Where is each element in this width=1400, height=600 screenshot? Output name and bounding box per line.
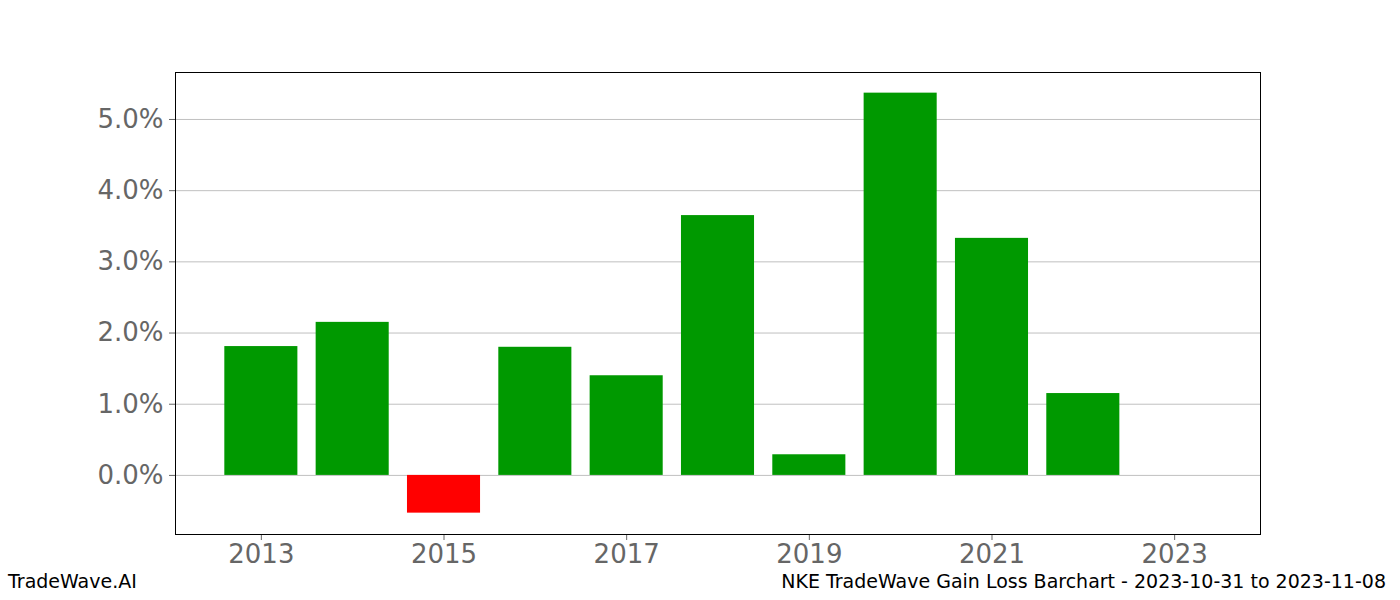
svg-text:0.0%: 0.0% xyxy=(97,460,163,490)
svg-text:2017: 2017 xyxy=(594,539,660,568)
svg-text:2.0%: 2.0% xyxy=(97,317,163,347)
svg-text:1.0%: 1.0% xyxy=(97,389,163,419)
svg-text:4.0%: 4.0% xyxy=(97,175,163,205)
svg-text:2019: 2019 xyxy=(776,539,842,568)
svg-text:2023: 2023 xyxy=(1142,539,1208,568)
svg-text:2021: 2021 xyxy=(959,539,1025,568)
svg-text:3.0%: 3.0% xyxy=(97,246,163,276)
svg-text:5.0%: 5.0% xyxy=(97,104,163,134)
svg-text:2013: 2013 xyxy=(228,539,294,568)
svg-text:2015: 2015 xyxy=(411,539,477,568)
html-text:TradeWave.AI: TradeWave.AI xyxy=(8,570,137,592)
html-text:NKE TradeWave Gain Loss Barcha: NKE TradeWave Gain Loss Barchart - 2023-… xyxy=(781,570,1386,592)
